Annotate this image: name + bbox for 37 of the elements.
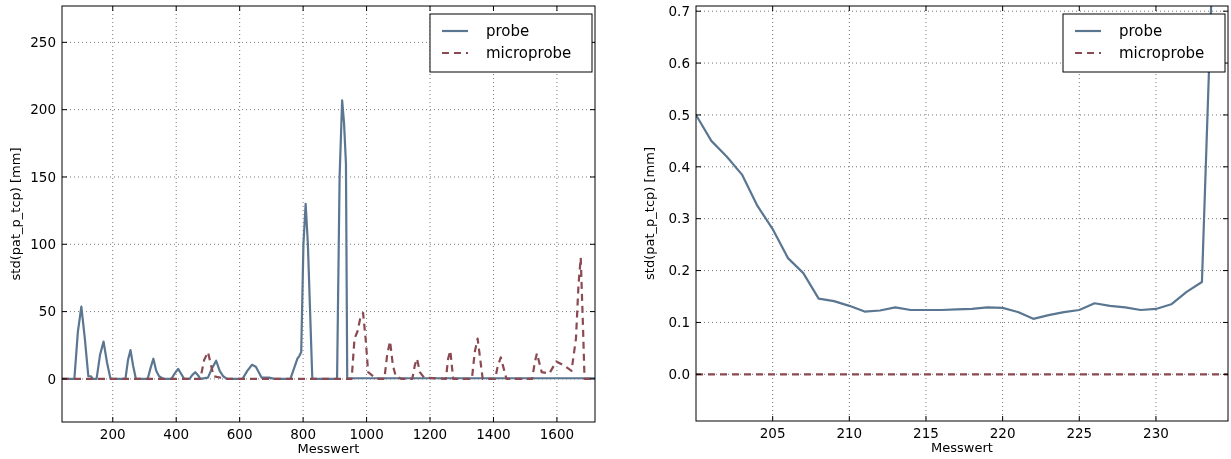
y-tick-label: 0.3 — [668, 210, 690, 227]
x-tick-label: 230 — [1143, 425, 1169, 441]
legend-label: probe — [1119, 22, 1163, 41]
x-tick-label: 1400 — [476, 426, 511, 442]
y-tick-label: 0.4 — [668, 158, 690, 175]
y-tick-label: 0.0 — [668, 366, 690, 383]
y-tick-label: 0 — [47, 370, 56, 387]
x-tick-label: 1200 — [412, 426, 448, 442]
x-tick-label: 220 — [989, 425, 1016, 441]
x-tick-label: 210 — [836, 425, 863, 441]
y-tick-label: 0.5 — [668, 106, 690, 123]
x-axis-title: Messwert — [931, 440, 993, 455]
y-tick-label: 0.2 — [668, 262, 690, 279]
y-tick-label: 0.1 — [668, 314, 690, 331]
x-axis-title: Messwert — [297, 441, 360, 456]
y-tick-label: 250 — [30, 34, 56, 51]
x-tick-label: 215 — [913, 425, 939, 441]
x-tick-label: 225 — [1066, 425, 1093, 441]
y-tick-label: 200 — [30, 101, 56, 118]
legend-label: microprobe — [1119, 44, 1205, 63]
y-tick-label: 0.6 — [668, 54, 690, 71]
y-tick-label: 0.7 — [668, 2, 690, 19]
legend-label: microprobe — [486, 44, 572, 63]
x-tick-label: 205 — [759, 425, 786, 441]
x-tick-label: 1000 — [349, 426, 384, 442]
x-tick-label: 1600 — [539, 426, 575, 442]
y-tick-label: 100 — [30, 236, 56, 253]
x-tick-label: 400 — [163, 426, 190, 442]
y-axis-title: std(pat_p_tcp) [mm] — [8, 147, 23, 281]
y-tick-label: 150 — [30, 168, 56, 185]
x-tick-label: 800 — [290, 426, 317, 442]
x-tick-label: 600 — [226, 426, 253, 442]
y-axis-title: std(pat_p_tcp) [mm] — [642, 147, 657, 280]
y-tick-label: 50 — [38, 303, 56, 320]
x-tick-label: 200 — [99, 426, 126, 442]
line-series — [696, 6, 1213, 320]
legend-label: probe — [486, 22, 530, 41]
